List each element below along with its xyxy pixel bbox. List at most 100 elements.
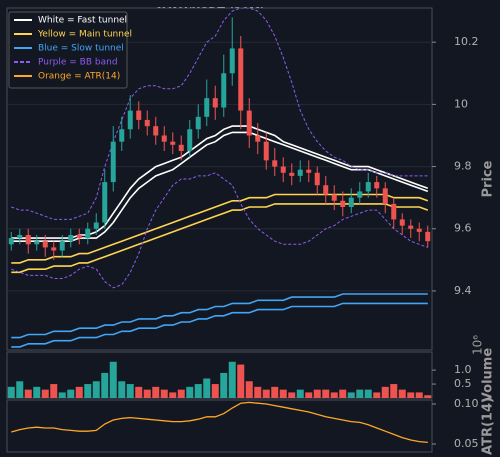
candle-body (51, 247, 57, 251)
candle-body (34, 241, 40, 245)
y-tick-label: 10.2 (454, 35, 479, 48)
volume-bar (101, 372, 109, 398)
candle-body (391, 203, 397, 220)
volume-bar (262, 389, 270, 398)
volume-bar (288, 392, 296, 398)
candle-body (280, 166, 286, 173)
volume-bar (330, 392, 338, 398)
candle-body (408, 225, 414, 229)
candle-body (170, 141, 176, 145)
legend-label: White = Fast tunnel (38, 16, 127, 26)
candle-body (365, 182, 371, 192)
legend-label: Purple = BB band (38, 58, 118, 68)
volume-bar (58, 392, 66, 398)
candle-body (229, 48, 235, 74)
volume-bar (194, 384, 202, 398)
candle-body (382, 188, 388, 204)
candle-body (425, 231, 431, 242)
tunnel-line (11, 293, 428, 339)
volume-bar (424, 395, 432, 398)
tunnel-line (11, 302, 428, 348)
volume-bar (339, 389, 347, 398)
y-tick-label: 9.6 (454, 222, 472, 235)
candle-body (399, 219, 405, 226)
candle-body (161, 135, 167, 142)
plot (7, 361, 432, 398)
volume-bar (211, 384, 219, 398)
plot (11, 401, 428, 444)
y-tick-label: 10 (454, 97, 468, 110)
volume-bar (296, 389, 304, 398)
volume-bar (254, 386, 262, 398)
candle-body (119, 129, 125, 142)
legend-label: Orange = ATR(14) (38, 72, 120, 82)
legend-label: Blue = Slow tunnel (38, 44, 124, 54)
tunnel-line (11, 8, 428, 220)
volume-bar (407, 392, 415, 398)
candle-body (144, 119, 150, 127)
candle-body (263, 141, 269, 161)
candle-body (136, 110, 142, 120)
candle-body (357, 191, 363, 198)
volume-bar (305, 392, 313, 398)
y-tick-label: 0.05 (454, 437, 479, 450)
volume-bar (347, 392, 355, 398)
volume-bar (356, 389, 364, 398)
candle-body (238, 48, 244, 111)
y-tick-label: 0.5 (454, 377, 472, 390)
candle-body (17, 234, 23, 239)
volume-bar (364, 389, 372, 398)
candle-body (76, 234, 82, 239)
candle-body (25, 234, 31, 245)
volume-bar (33, 386, 41, 398)
tunnel-line (11, 203, 429, 274)
candle-body (297, 169, 303, 176)
candle-body (68, 234, 74, 242)
legend-box (8, 11, 128, 89)
volume-bar (75, 386, 83, 398)
plot (8, 8, 431, 348)
volume-bar (381, 386, 389, 398)
candle-body (255, 135, 261, 142)
candle-body (272, 160, 278, 167)
volume-bar (50, 384, 58, 398)
candle-body (178, 144, 184, 152)
candle-body (127, 110, 133, 130)
candle-body (85, 228, 91, 239)
volume-bar (169, 392, 177, 398)
volume-bar (84, 384, 92, 398)
candle-body (93, 222, 99, 229)
y-axis-label: ATR(14) (481, 397, 496, 455)
volume-bar (92, 381, 100, 398)
atr-line (11, 401, 428, 444)
volume-bar (109, 361, 117, 398)
volume-bar (313, 389, 321, 398)
candle-body (323, 185, 329, 195)
candle-body (153, 126, 159, 136)
candle-body (110, 141, 116, 183)
volume-bar (186, 386, 194, 398)
volume-bar (143, 389, 151, 398)
candle-body (221, 73, 227, 108)
volume-bar (24, 389, 32, 398)
volume-bar (118, 381, 126, 398)
candle-body (195, 116, 201, 130)
volume-bar (228, 361, 236, 398)
candle-body (314, 172, 320, 186)
candle-body (187, 129, 193, 152)
volume-bar (152, 386, 160, 398)
volume-bar (398, 389, 406, 398)
candle-body (340, 200, 346, 207)
volume-bar (220, 372, 228, 398)
y-tick-label: 9.4 (454, 284, 472, 297)
volume-bar (279, 389, 287, 398)
candle-body (348, 197, 354, 207)
volume-bar (415, 392, 423, 398)
volume-bar (126, 384, 134, 398)
candle-body (306, 169, 312, 173)
candle-body (331, 194, 337, 201)
candle-body (416, 228, 422, 232)
volume-bar (16, 381, 24, 398)
candle-body (289, 172, 295, 176)
volume-bar (177, 389, 185, 398)
